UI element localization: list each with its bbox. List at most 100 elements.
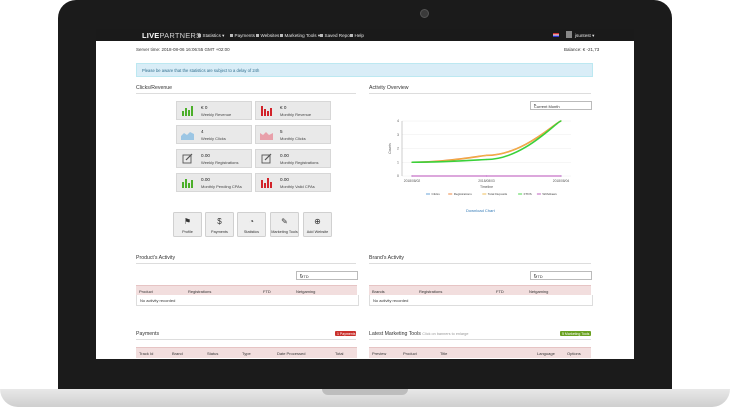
chevron-down-icon: ▾ — [534, 273, 536, 278]
divider — [136, 93, 356, 94]
tile-monthly-valid-cpas[interactable]: 0.00 Monthly Valid CPAs — [255, 173, 331, 192]
table-row: No activity recorded — [369, 295, 593, 306]
column-header: FTD — [263, 289, 271, 294]
tile-weekly-registrations[interactable]: 0.00 Weekly Registrations — [176, 149, 252, 168]
period-select[interactable]: Current Month ▾ — [530, 101, 592, 110]
add-website-button[interactable]: ⊕ Add Website — [303, 212, 332, 237]
column-header: Registrations — [188, 289, 212, 294]
button-label: Add Website — [306, 229, 329, 234]
button-label: Profile — [182, 229, 193, 234]
nav-saved-report[interactable]: Saved Report — [320, 33, 353, 38]
tile-monthly-clicks[interactable]: 5 Monthly Clicks — [255, 125, 331, 144]
brand-filter-select[interactable]: MTD ▾ — [530, 271, 592, 280]
tools-icon — [280, 33, 283, 37]
y-axis-label: Counts — [388, 143, 392, 154]
column-header: Preview — [372, 351, 387, 356]
edit-icon — [182, 153, 193, 164]
legend-label: FTDS — [524, 192, 532, 196]
column-header: FTD — [496, 289, 504, 294]
select-value: MTD — [300, 273, 309, 279]
profile-button[interactable]: ⚑ Profile — [173, 212, 202, 237]
user-avatar[interactable] — [566, 31, 572, 38]
brand-name-thin: PARTNERS — [159, 31, 202, 40]
x-tick-label: 2018/08/03 — [478, 179, 495, 183]
globe-icon — [256, 33, 259, 37]
tile-value: 4 — [201, 129, 204, 134]
marketing-tools-button[interactable]: ✎ Marketing Tools — [270, 212, 299, 237]
empty-message: No activity recorded — [373, 298, 409, 303]
balance: Balance: € -21,73 — [564, 47, 600, 52]
lock-icon: ⚑ — [183, 217, 192, 226]
edit-icon — [261, 153, 272, 164]
series-line-registrations — [411, 120, 562, 164]
data-point — [411, 161, 413, 163]
pie-chart-icon: ◔ — [249, 217, 254, 226]
download-chart-link[interactable]: Download Chart — [466, 208, 495, 213]
payments-button[interactable]: $ Payments — [205, 212, 234, 237]
help-icon — [350, 33, 353, 37]
data-point — [485, 175, 488, 177]
nav-marketing-tools[interactable]: Marketing Tools ▾ — [280, 33, 320, 39]
brand-name-bold: LIVE — [142, 31, 160, 40]
column-header: Brand — [172, 351, 183, 356]
data-point — [560, 175, 562, 177]
bar-chart-icon — [198, 33, 201, 37]
product-filter-select[interactable]: MTD ▾ — [296, 271, 358, 280]
column-header: Status — [207, 351, 219, 356]
nav-websites[interactable]: Websites — [256, 33, 279, 38]
data-point — [485, 158, 488, 161]
tile-monthly-pending-cpas[interactable]: 0.00 Monthly Pending CPAs — [176, 173, 252, 192]
user-menu[interactable]: jsuntest ▾ — [575, 32, 595, 38]
nav-payments[interactable]: Payments ▾ — [230, 33, 259, 39]
green-bars-icon — [182, 179, 193, 188]
green-bars-icon — [182, 106, 193, 116]
tile-monthly-revenue[interactable]: € 0 Monthly Revenue — [255, 101, 331, 120]
nav-label: Websites — [260, 32, 280, 38]
delay-alert: Please be aware that the statistics are … — [136, 63, 593, 77]
product-activity-title: Product's Activity — [136, 255, 176, 261]
dollar-icon — [230, 33, 233, 37]
tile-label: Weekly Clicks — [201, 135, 226, 141]
tile-label: Monthly Revenue — [280, 111, 312, 117]
nav-help[interactable]: Help — [350, 33, 364, 38]
brand-activity-title: Brand's Activity — [369, 255, 405, 261]
red-area-icon — [260, 132, 273, 140]
marketing-table-header: Preview Product Title Language Options — [369, 347, 591, 358]
statistics-button[interactable]: ◔ Statistics — [237, 212, 266, 237]
divider — [369, 93, 591, 94]
y-tick-label: 2 — [397, 147, 399, 151]
marketing-count-badge: 5 Marketing Tools — [560, 331, 591, 336]
tile-value: 5 — [280, 129, 283, 134]
red-bars-icon — [261, 178, 272, 188]
tile-monthly-registrations[interactable]: 0.00 Monthly Registrations — [255, 149, 331, 168]
tile-label: Weekly Revenue — [201, 111, 232, 117]
column-header: Title — [440, 351, 448, 356]
save-icon — [320, 33, 323, 37]
y-tick-label: 0 — [397, 174, 399, 178]
language-flag-icon[interactable] — [553, 33, 559, 37]
nav-label: Help — [354, 32, 364, 38]
tile-label: Monthly Registrations — [280, 159, 319, 165]
table-row: No activity recorded — [136, 295, 359, 306]
blue-area-icon — [181, 132, 194, 140]
badge-text: 5 Marketing Tools — [562, 331, 590, 336]
nav-label: Payments ▾ — [234, 32, 259, 38]
tile-weekly-clicks[interactable]: 4 Weekly Clicks — [176, 125, 252, 144]
top-navbar: LIVEPARTNERS Statistics ▾ Payments ▾ Web… — [96, 29, 634, 41]
brand-logo[interactable]: LIVEPARTNERS — [142, 31, 201, 40]
chevron-down-icon: ▾ — [534, 103, 536, 108]
clicks-revenue-title: Clicks/Revenue — [136, 85, 173, 91]
nav-label: Statistics ▾ — [202, 32, 225, 38]
nav-statistics[interactable]: Statistics ▾ — [198, 33, 224, 39]
camera-icon — [420, 9, 429, 18]
activity-chart: 4 3 2 1 0 2018/08/02 2018/08/03 2018/08/04 Count… — [388, 119, 571, 196]
column-header: Registrations — [419, 289, 443, 294]
tile-value: 0.00 — [280, 153, 289, 158]
tile-weekly-revenue[interactable]: € 0 Weekly Revenue — [176, 101, 252, 120]
column-header: Total — [335, 351, 344, 356]
red-bars-icon — [261, 106, 272, 116]
payments-count-badge: 1 Payments — [335, 331, 356, 336]
laptop-notch — [322, 389, 408, 395]
nav-label: Saved Report — [324, 32, 353, 38]
data-point — [411, 175, 413, 177]
